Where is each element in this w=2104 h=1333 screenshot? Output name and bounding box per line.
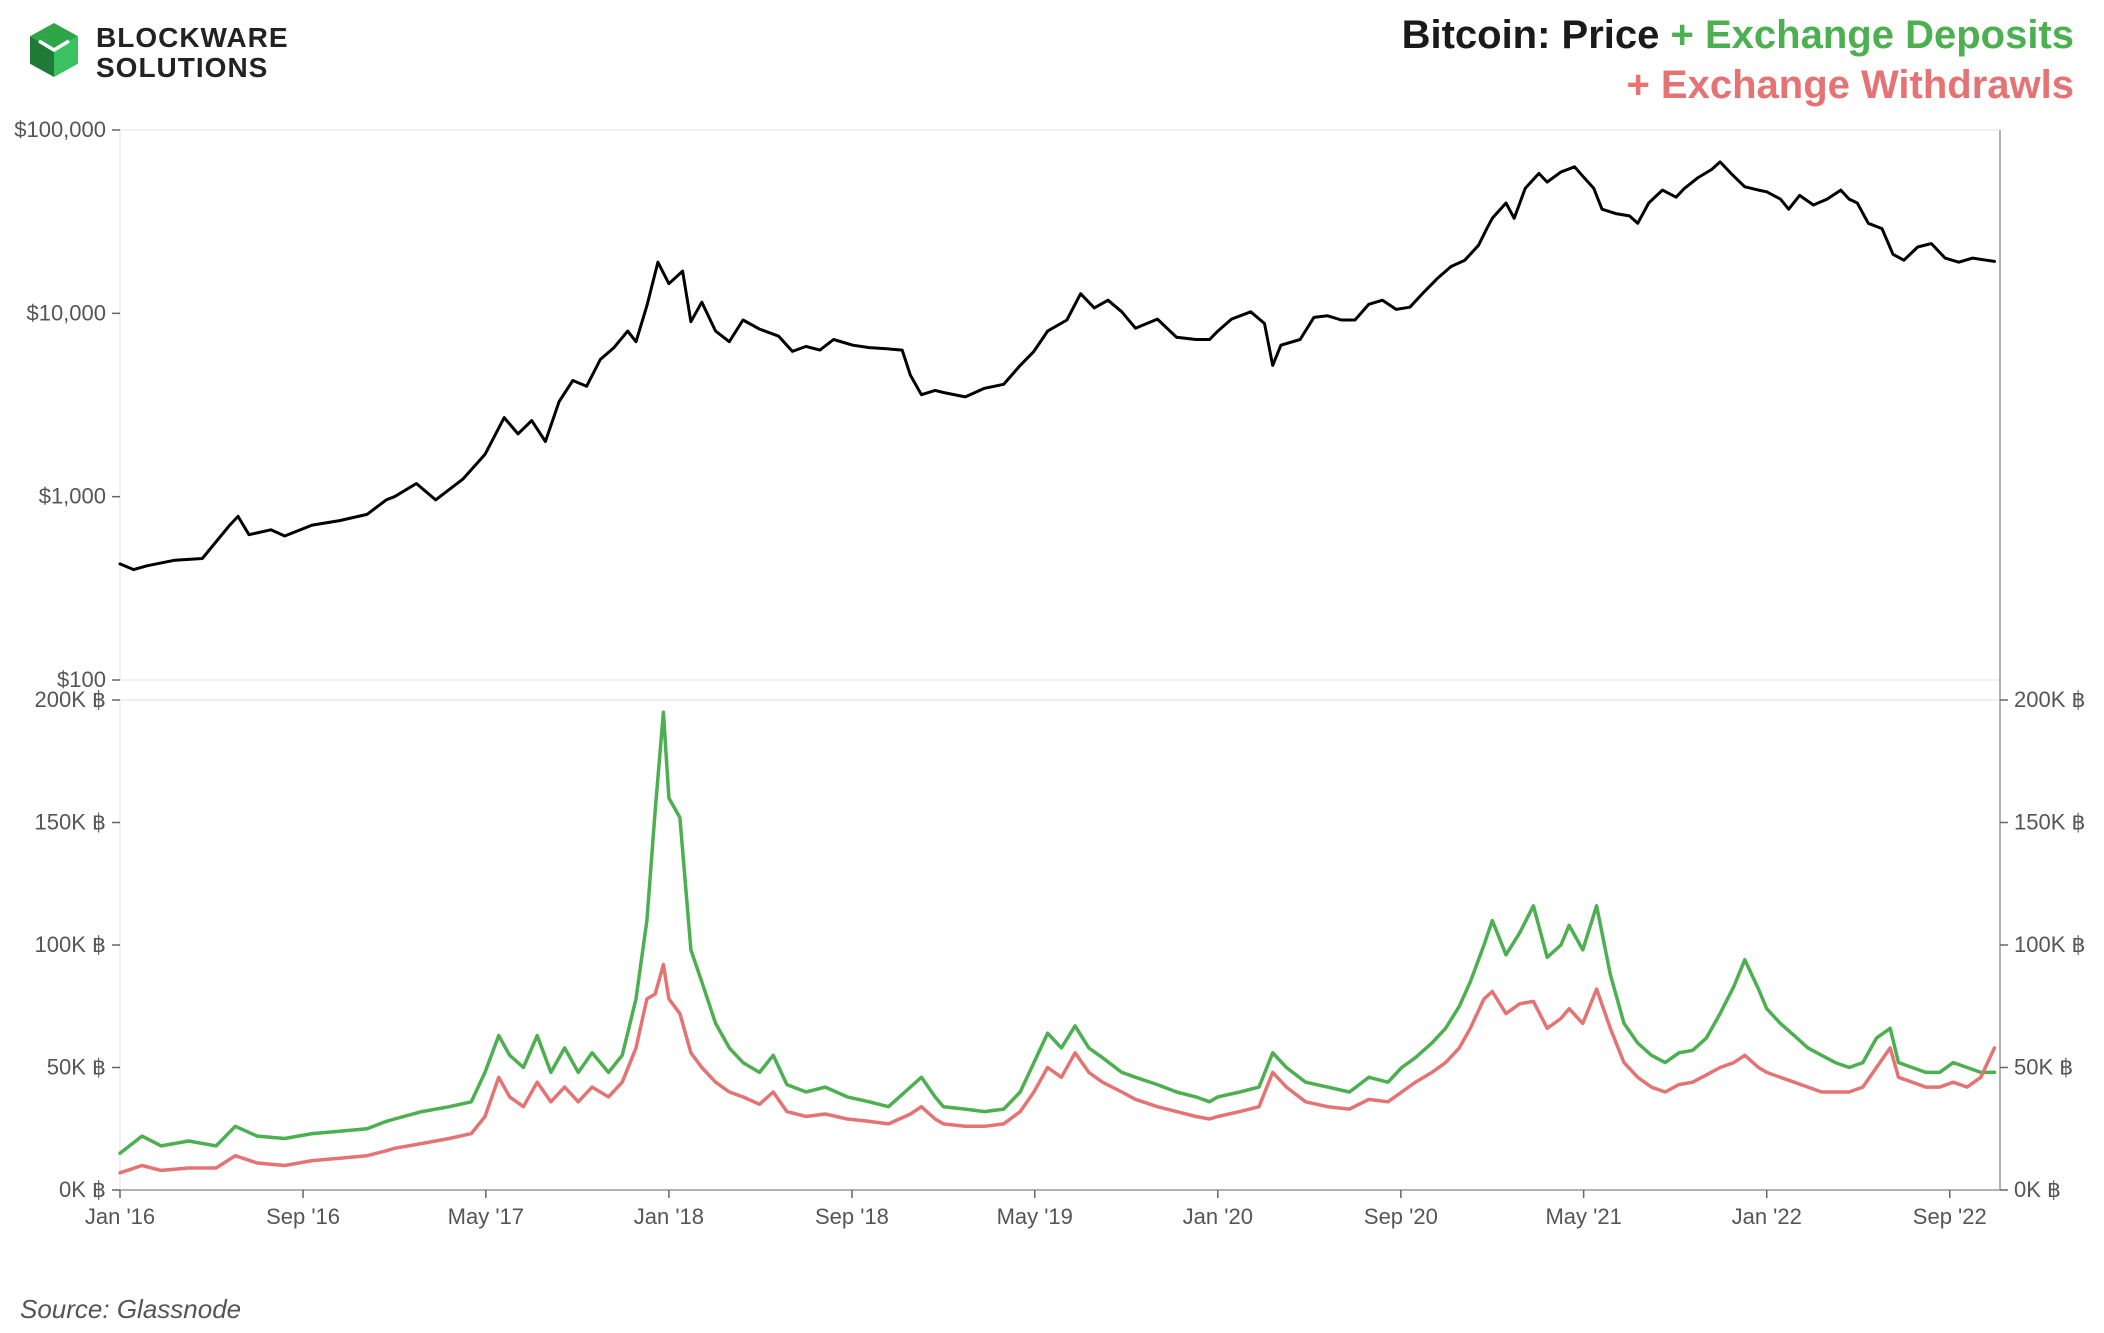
xtick: Jan '18: [634, 1204, 704, 1229]
xtick: Sep '16: [266, 1204, 340, 1229]
cube-icon: [24, 20, 84, 85]
xtick: May '21: [1545, 1204, 1621, 1229]
title-deposits: + Exchange Deposits: [1671, 13, 2074, 57]
xtick: Jan '22: [1732, 1204, 1802, 1229]
series-price: [120, 162, 1995, 570]
series-deposits: [120, 712, 1995, 1153]
xtick: May '17: [448, 1204, 524, 1229]
ytick-bottom-left: 100K ฿: [35, 932, 107, 957]
ytick-bottom-left: 150K ฿: [35, 810, 107, 835]
ytick-bottom-right: 150K ฿: [2014, 810, 2086, 835]
ytick-bottom-right: 50K ฿: [2014, 1055, 2073, 1080]
ytick-bottom-right: 100K ฿: [2014, 932, 2086, 957]
title-withcharts: + Exchange Withdrawls: [1626, 63, 2074, 107]
brand-line-2: SOLUTIONS: [96, 53, 289, 82]
title-price: Price: [1562, 13, 1671, 57]
source-attribution: Source: Glassnode: [20, 1294, 241, 1325]
ytick-top: $1,000: [39, 484, 106, 509]
chart-area: $100$1,000$10,000$100,0000K ฿0K ฿50K ฿50…: [0, 110, 2104, 1260]
ytick-top: $10,000: [26, 300, 106, 325]
title-prefix: Bitcoin:: [1402, 13, 1562, 57]
brand-text: BLOCKWARE SOLUTIONS: [96, 23, 289, 82]
xtick: May '19: [997, 1204, 1073, 1229]
xtick: Sep '18: [815, 1204, 889, 1229]
ytick-bottom-right: 200K ฿: [2014, 687, 2086, 712]
xtick: Jan '16: [85, 1204, 155, 1229]
ytick-bottom-right: 0K ฿: [2014, 1177, 2061, 1202]
ytick-top: $100,000: [14, 117, 106, 142]
xtick: Jan '20: [1183, 1204, 1253, 1229]
xtick: Sep '20: [1364, 1204, 1438, 1229]
ytick-bottom-left: 200K ฿: [35, 687, 107, 712]
brand-logo: BLOCKWARE SOLUTIONS: [24, 20, 289, 85]
xtick: Sep '22: [1913, 1204, 1987, 1229]
series-withdrawals: [120, 965, 1995, 1173]
ytick-bottom-left: 50K ฿: [47, 1055, 106, 1080]
chart-title: Bitcoin: Price + Exchange Deposits + Exc…: [1402, 10, 2074, 110]
ytick-bottom-left: 0K ฿: [59, 1177, 106, 1202]
brand-line-1: BLOCKWARE: [96, 23, 289, 52]
